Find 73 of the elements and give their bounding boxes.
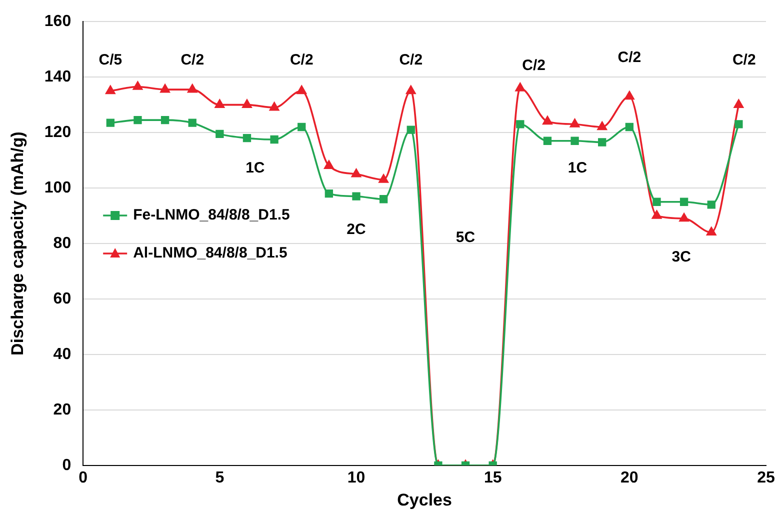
point bbox=[134, 116, 142, 124]
point bbox=[597, 122, 607, 130]
point bbox=[652, 210, 662, 219]
legend-label: Al-LNMO_84/8/8_D1.5 bbox=[133, 244, 288, 262]
x-tick-label: 20 bbox=[620, 469, 638, 486]
annotation: 2C bbox=[346, 220, 366, 238]
point bbox=[132, 81, 143, 90]
point bbox=[406, 126, 415, 134]
point bbox=[270, 102, 280, 111]
x-tick-label: 10 bbox=[347, 469, 366, 486]
point bbox=[351, 168, 362, 178]
annotation: 1C bbox=[568, 160, 588, 177]
point bbox=[242, 99, 252, 108]
point bbox=[106, 118, 114, 127]
point bbox=[734, 99, 744, 108]
point bbox=[570, 136, 579, 145]
point bbox=[160, 116, 170, 124]
y-tick-label: 20 bbox=[53, 401, 72, 418]
annotation: C/2 bbox=[399, 52, 423, 69]
y-tick-label: 140 bbox=[44, 68, 72, 86]
point bbox=[406, 86, 416, 94]
point bbox=[270, 135, 278, 144]
point bbox=[298, 122, 306, 132]
point bbox=[570, 118, 580, 128]
point bbox=[216, 130, 224, 138]
point bbox=[324, 160, 334, 169]
point bbox=[734, 120, 743, 128]
point bbox=[516, 120, 524, 128]
annotation: C/2 bbox=[732, 52, 756, 69]
y-tick-label: 160 bbox=[44, 13, 72, 30]
point bbox=[598, 138, 606, 146]
point bbox=[352, 192, 360, 200]
point bbox=[515, 82, 525, 92]
point bbox=[296, 86, 306, 94]
legend-label: Fe-LNMO_84/8/8_D1.5 bbox=[133, 206, 290, 224]
point bbox=[160, 84, 170, 93]
point bbox=[679, 213, 689, 222]
y-tick-label: 0 bbox=[62, 456, 72, 474]
y-tick-label: 120 bbox=[44, 124, 72, 141]
point bbox=[706, 227, 716, 236]
point bbox=[188, 84, 198, 93]
annotation: C/5 bbox=[98, 52, 122, 69]
y-tick-label: 80 bbox=[53, 234, 72, 252]
point bbox=[652, 198, 661, 206]
point bbox=[378, 174, 388, 183]
annotation: C/2 bbox=[290, 52, 314, 69]
point bbox=[188, 118, 196, 127]
x-axis-title: Cycles bbox=[397, 490, 452, 510]
annotation: 5C bbox=[456, 229, 476, 246]
point bbox=[680, 198, 688, 206]
x-tick-label: 25 bbox=[757, 469, 775, 486]
annotation: 3C bbox=[672, 248, 692, 266]
point bbox=[324, 189, 334, 198]
point bbox=[624, 91, 634, 100]
annotation: C/2 bbox=[180, 52, 204, 69]
point bbox=[542, 116, 552, 125]
x-tick-label: 5 bbox=[215, 469, 224, 486]
point bbox=[625, 122, 634, 132]
y-tick-label: 100 bbox=[44, 179, 72, 196]
annotation: C/2 bbox=[522, 57, 546, 74]
point bbox=[379, 195, 388, 204]
annotation: 1C bbox=[246, 160, 265, 177]
point bbox=[707, 200, 716, 209]
x-tick-label: 0 bbox=[78, 469, 88, 486]
y-axis-title: Discharge capacity (mAh/g) bbox=[8, 132, 27, 356]
x-tick-label: 15 bbox=[484, 469, 502, 486]
y-tick-label: 40 bbox=[53, 346, 72, 363]
point bbox=[242, 134, 252, 142]
y-tick-label: 60 bbox=[53, 290, 72, 308]
point bbox=[214, 99, 224, 108]
annotation: C/2 bbox=[618, 48, 642, 66]
point bbox=[106, 86, 116, 94]
point bbox=[543, 136, 552, 145]
